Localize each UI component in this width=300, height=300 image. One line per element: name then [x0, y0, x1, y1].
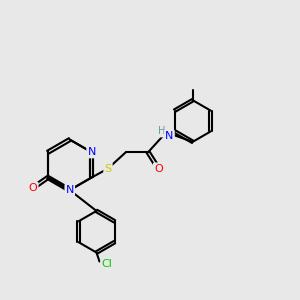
Text: H: H	[158, 126, 165, 136]
Text: O: O	[154, 164, 163, 174]
Text: Cl: Cl	[101, 260, 112, 269]
Text: O: O	[28, 183, 38, 193]
Text: S: S	[104, 164, 112, 174]
Text: N: N	[165, 131, 174, 141]
Text: N: N	[66, 185, 74, 195]
Text: N: N	[87, 147, 96, 157]
